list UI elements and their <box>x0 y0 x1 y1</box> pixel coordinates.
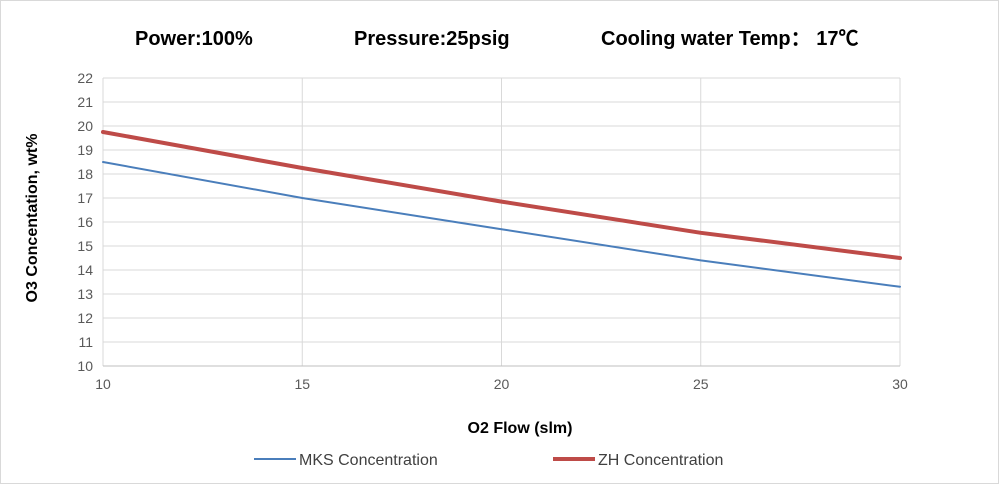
y-tick-label: 16 <box>77 214 93 230</box>
series-line-zh-concentration <box>101 130 902 260</box>
y-tick-label: 11 <box>78 334 93 350</box>
y-axis-title: O3 Concentation, wt% <box>24 134 41 303</box>
y-tick-label: 12 <box>77 310 93 326</box>
y-tick-label: 10 <box>77 358 93 374</box>
legend-label-mks-concentration: MKS Concentration <box>299 452 438 469</box>
y-tick-label: 18 <box>77 166 93 182</box>
y-tick-label: 13 <box>77 286 93 302</box>
y-tick-label: 22 <box>77 70 93 86</box>
y-tick-label: 21 <box>77 94 93 110</box>
cooling-water-temp-label: Cooling water Temp： 17℃ <box>601 28 858 50</box>
y-tick-label: 19 <box>77 142 93 158</box>
y-axis-ticks: 10 11 12 13 14 15 16 17 18 19 20 21 22 <box>77 70 93 374</box>
x-tick-label: 20 <box>494 376 510 392</box>
x-tick-label: 15 <box>294 376 310 392</box>
y-tick-label: 17 <box>77 190 93 206</box>
y-tick-label: 20 <box>77 118 93 134</box>
pressure-label: Pressure:25psig <box>354 28 510 50</box>
power-label: Power:100% <box>135 28 253 50</box>
grid <box>102 77 901 367</box>
y-tick-label: 14 <box>77 262 93 278</box>
x-tick-label: 25 <box>693 376 709 392</box>
legend-label-zh-concentration: ZH Concentration <box>598 452 723 469</box>
x-tick-label: 10 <box>95 376 111 392</box>
series-line-mks-concentration <box>102 161 901 288</box>
legend: MKS Concentration ZH Concentration <box>254 452 723 469</box>
x-tick-label: 30 <box>892 376 908 392</box>
y-tick-label: 15 <box>77 238 93 254</box>
x-axis-title: O2 Flow (slm) <box>468 420 573 437</box>
series-lines <box>101 130 902 288</box>
x-axis-ticks: 10 15 20 25 30 <box>95 376 908 392</box>
